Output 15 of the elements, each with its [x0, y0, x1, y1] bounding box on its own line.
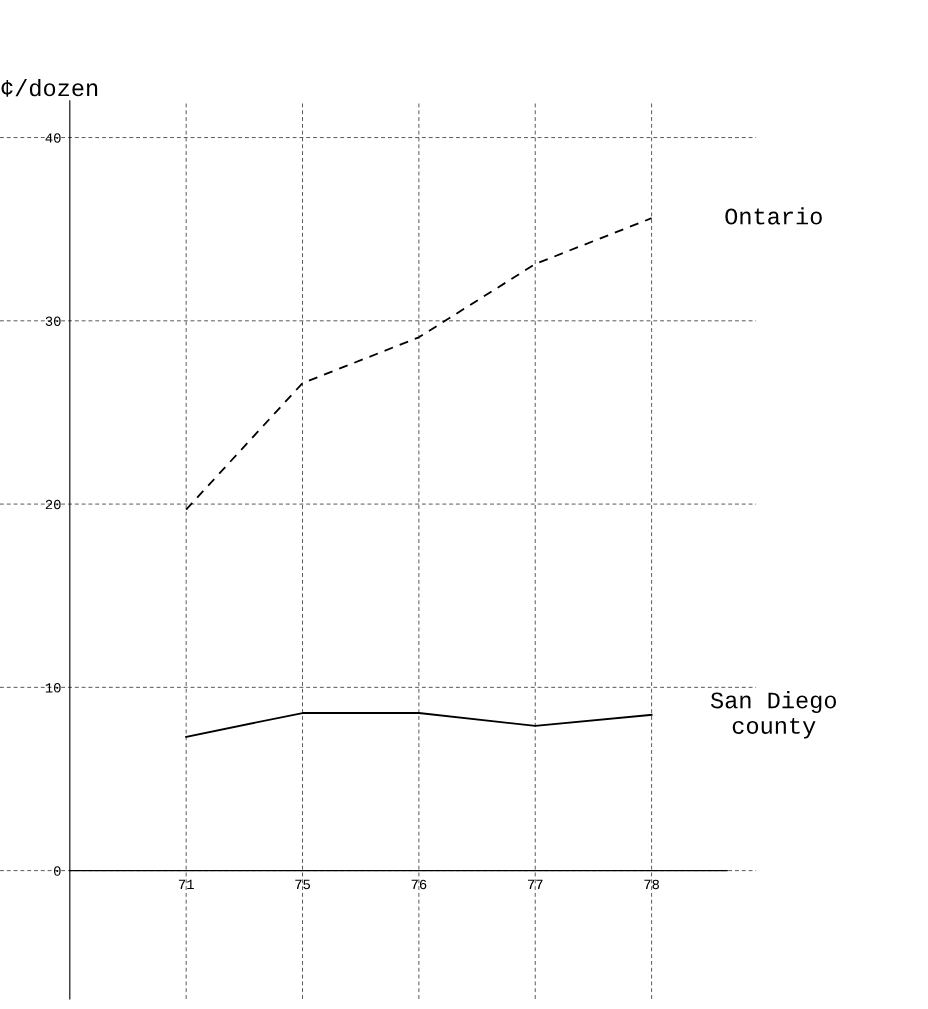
x-tick-label: 76	[411, 879, 427, 890]
x-tick-label: 71	[178, 879, 194, 890]
y-tick-label: 0	[53, 866, 61, 876]
x-tick-label: 75	[295, 879, 310, 890]
line-series	[185, 712, 653, 738]
x-tick-label: 78	[644, 879, 660, 890]
line-series	[185, 217, 653, 511]
y-tick-label: 30	[45, 316, 61, 326]
y-tick-label: 20	[45, 499, 61, 510]
text: San Diego county	[710, 691, 837, 739]
y-tick-label: 10	[45, 683, 61, 693]
text: Ontario	[725, 207, 822, 225]
x-tick-label: 77	[527, 879, 543, 890]
y-axis-title: ¢/dozen	[0, 78, 98, 97]
y-tick-label: 40	[45, 133, 61, 143]
